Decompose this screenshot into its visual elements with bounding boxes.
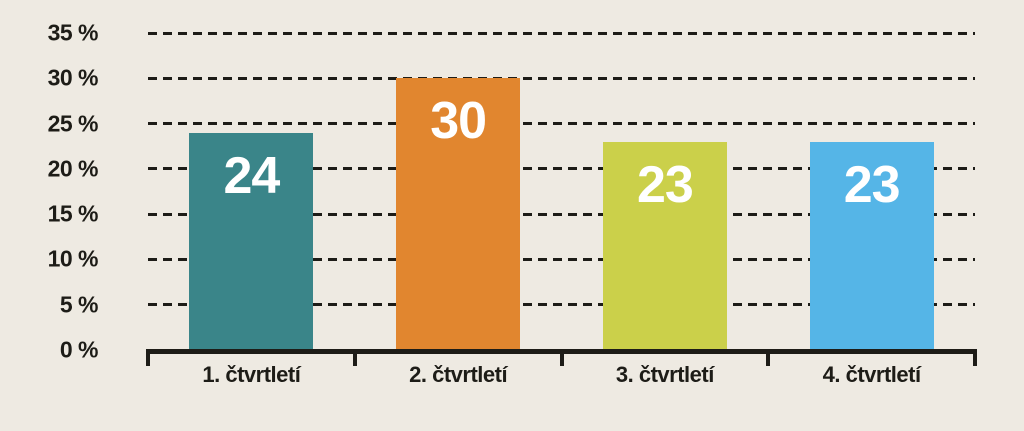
y-axis-label: 25 % [47, 110, 99, 137]
y-axis-label: 20 % [47, 155, 99, 182]
x-axis-label: 2. čtvrtletí [409, 362, 508, 387]
x-axis-tick [146, 349, 150, 366]
bar-1. čtvrtletí: 24 [189, 132, 314, 350]
gridline-35 [148, 31, 975, 35]
gridline-10 [148, 257, 975, 261]
bar-4. čtvrtletí: 23 [809, 141, 934, 350]
gridline-5 [148, 303, 975, 307]
gridline-30 [148, 76, 975, 80]
x-axis-tick [352, 349, 357, 366]
x-axis-label: 3. čtvrtletí [615, 362, 714, 387]
x-axis-tick [559, 349, 564, 366]
bar-3. čtvrtletí: 23 [602, 141, 727, 350]
gridline-25 [148, 122, 975, 126]
bar-value-label: 23 [636, 155, 694, 214]
y-axis-label: 10 % [47, 245, 99, 272]
x-axis-label: 1. čtvrtletí [202, 362, 301, 387]
gridline-20 [148, 167, 975, 171]
bar-2. čtvrtletí: 30 [396, 78, 521, 350]
y-axis-label: 0 % [59, 336, 99, 363]
bar-value-label: 24 [223, 146, 280, 205]
y-axis-label: 5 % [59, 291, 99, 318]
y-axis-label: 30 % [47, 64, 99, 91]
x-axis-tick [973, 349, 977, 366]
x-axis-tick [766, 349, 771, 366]
y-axis-label: 15 % [47, 200, 99, 227]
bar-value-label: 23 [843, 155, 901, 214]
gridline-15 [148, 212, 975, 216]
y-axis-label: 35 % [47, 19, 99, 46]
x-axis-label: 4. čtvrtletí [822, 362, 921, 387]
bar-value-label: 30 [430, 92, 487, 151]
